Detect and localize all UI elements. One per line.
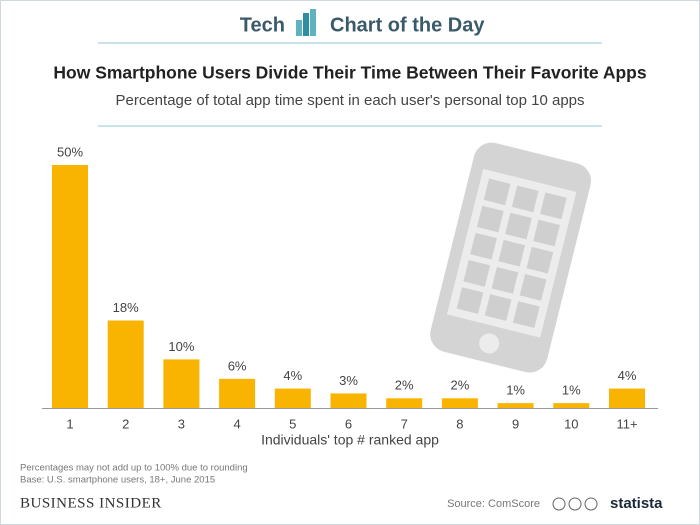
value-label: 4%	[283, 368, 302, 383]
value-label: 10%	[168, 339, 194, 354]
x-tick-label: 8	[456, 416, 463, 431]
value-label: 1%	[506, 383, 525, 398]
bar	[163, 359, 200, 408]
chart-subtitle: Percentage of total app time spent in ea…	[116, 92, 585, 109]
x-tick-label: 3	[178, 416, 185, 431]
value-label: 2%	[451, 378, 470, 393]
value-label: 3%	[339, 373, 358, 388]
x-tick-label: 4	[233, 416, 240, 431]
footnote: Percentages may not add up to 100% due t…	[20, 463, 248, 474]
bar	[497, 403, 534, 408]
phone-icon	[430, 142, 592, 373]
x-tick-label: 5	[289, 416, 296, 431]
value-label: 1%	[562, 383, 581, 398]
x-axis-label: Individuals' top # ranked app	[261, 432, 439, 448]
bar	[219, 378, 256, 408]
bar	[553, 403, 590, 408]
x-tick-label: 2	[122, 416, 129, 431]
bar	[609, 388, 645, 408]
value-label: 18%	[113, 300, 139, 315]
x-tick-label: 6	[345, 416, 352, 431]
brand: BUSINESS INSIDER	[20, 495, 162, 511]
bar	[386, 398, 423, 408]
value-label: 4%	[618, 368, 637, 383]
bar	[52, 165, 88, 408]
x-tick-label: 10	[564, 416, 578, 431]
footnote: Base: U.S. smartphone users, 18+, June 2…	[20, 475, 215, 486]
source: Source: ComScore	[447, 498, 540, 510]
header-left: Tech	[240, 14, 285, 36]
x-tick-label: 11+	[616, 416, 637, 431]
value-label: 2%	[395, 378, 414, 393]
x-tick-label: 1	[66, 416, 73, 431]
header-right: Chart of the Day	[330, 14, 485, 36]
header-icon	[296, 9, 316, 36]
x-tick-label: 9	[512, 416, 519, 431]
x-tick-label: 7	[401, 416, 408, 431]
bar	[330, 393, 367, 408]
bar	[107, 320, 144, 408]
bar	[274, 388, 311, 408]
bar	[441, 398, 478, 408]
value-label: 50%	[57, 144, 83, 159]
logo: statista	[610, 495, 663, 512]
chart-title: How Smartphone Users Divide Their Time B…	[53, 63, 646, 83]
value-label: 6%	[228, 358, 247, 373]
license-icons	[552, 497, 598, 511]
